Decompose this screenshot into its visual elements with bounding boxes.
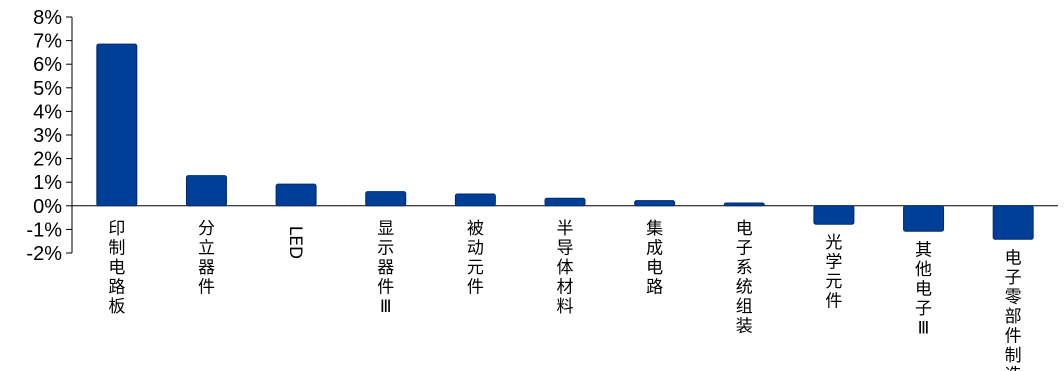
category-label: 光学元件 [825, 233, 842, 312]
y-tick-label: 0% [33, 196, 62, 218]
axes: -2%-1%0%1%2%3%4%5%6%7%8% [26, 7, 1058, 265]
bar [365, 191, 407, 207]
y-tick-label: 2% [33, 149, 62, 171]
bar [185, 175, 227, 207]
bar [275, 183, 317, 207]
category-label: 电子系统组装 [736, 219, 753, 336]
y-tick-label: 1% [33, 172, 62, 194]
y-tick-label: 4% [33, 101, 62, 123]
bar [813, 205, 855, 225]
category-label: 分立器件 [198, 219, 215, 297]
category-labels: 印制电路板 分立器件 LED 显示器件 Ⅲ 被动元件 半导体材料 集成电路 电子系统组装 光学元件… [108, 219, 1021, 371]
bar [544, 197, 586, 207]
bar [634, 200, 676, 207]
y-tick-label: 3% [33, 125, 62, 147]
category-label: 半导体材料 [557, 219, 574, 317]
category-label: 被动元件 [467, 219, 484, 297]
category-label: 集成电路 [646, 219, 663, 297]
y-tick-label: 5% [33, 78, 62, 100]
bar [992, 205, 1034, 240]
category-label: 印制电路板 [108, 219, 125, 317]
category-label: 其他电子 Ⅲ [915, 240, 932, 338]
category-label: 显示器件 Ⅲ [377, 219, 394, 317]
bars [96, 43, 1034, 240]
y-tick-label: -2% [26, 243, 62, 265]
y-tick-label: -1% [26, 219, 62, 241]
y-tick-label: 6% [33, 54, 62, 76]
bar [454, 193, 496, 207]
y-tick-label: 8% [33, 7, 62, 29]
bar [903, 205, 945, 232]
bar [723, 202, 765, 207]
category-label: LED [285, 226, 305, 259]
bar [96, 43, 138, 207]
category-label: 电子零部件制造 [1005, 248, 1022, 371]
y-tick-label: 7% [33, 31, 62, 53]
